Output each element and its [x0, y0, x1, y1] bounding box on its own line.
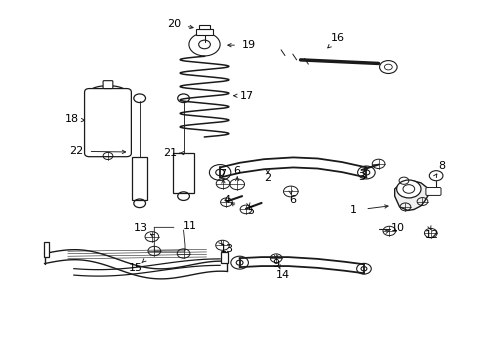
Text: 5: 5	[246, 206, 253, 216]
FancyBboxPatch shape	[43, 242, 49, 257]
Text: 10: 10	[390, 224, 404, 233]
Text: 6: 6	[288, 195, 295, 205]
Text: 21: 21	[163, 148, 177, 158]
Text: 20: 20	[166, 19, 181, 29]
FancyBboxPatch shape	[84, 89, 131, 157]
FancyBboxPatch shape	[132, 157, 147, 200]
Text: 17: 17	[240, 91, 253, 101]
Circle shape	[396, 180, 420, 198]
FancyBboxPatch shape	[425, 188, 440, 195]
Text: 15: 15	[129, 263, 143, 273]
Text: 11: 11	[183, 221, 197, 231]
Text: 13: 13	[134, 224, 148, 233]
FancyBboxPatch shape	[195, 29, 213, 35]
Text: 3: 3	[357, 172, 364, 182]
Text: 18: 18	[64, 114, 78, 124]
Text: 12: 12	[424, 230, 438, 239]
FancyBboxPatch shape	[221, 252, 228, 263]
Text: 13: 13	[219, 244, 233, 254]
Text: 2: 2	[264, 173, 271, 183]
Text: 9: 9	[272, 259, 279, 269]
Text: 19: 19	[242, 40, 256, 50]
FancyBboxPatch shape	[103, 81, 113, 89]
Text: 1: 1	[349, 206, 356, 216]
Text: 7: 7	[219, 168, 225, 179]
FancyBboxPatch shape	[198, 26, 210, 29]
Text: 4: 4	[224, 195, 230, 206]
Text: 8: 8	[438, 161, 445, 171]
Text: 6: 6	[233, 166, 240, 176]
FancyBboxPatch shape	[172, 153, 194, 193]
Text: 16: 16	[330, 33, 345, 43]
Text: 14: 14	[275, 270, 289, 280]
Text: 22: 22	[69, 146, 83, 156]
Polygon shape	[394, 181, 428, 211]
